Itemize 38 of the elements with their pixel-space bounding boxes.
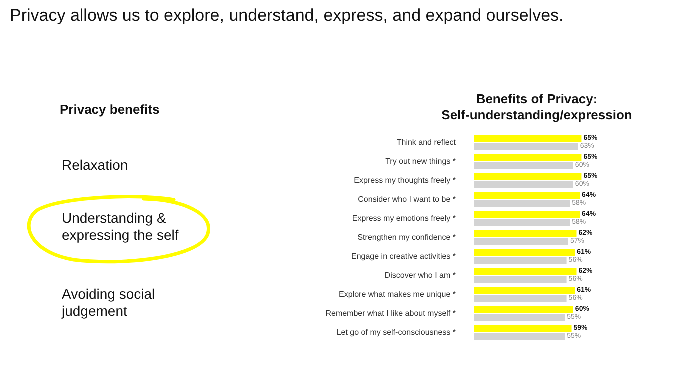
y-tick-label: Think and reflect [396, 138, 457, 147]
bar [474, 286, 576, 294]
text: Privacy benefits [60, 102, 161, 118]
y-tick-label: Let go of my self-consciousness * [336, 328, 456, 337]
bar [474, 324, 572, 332]
bar [474, 181, 574, 188]
y-tick-label: Express my thoughts freely * [354, 176, 456, 185]
bar [474, 295, 567, 302]
bar [474, 162, 574, 170]
y-tick-label: Consider who I want to be * [358, 195, 456, 204]
text: Avoiding social judgement [62, 286, 156, 320]
y-tick-label: Try out new things * [386, 157, 456, 166]
bar [474, 333, 566, 340]
bar [474, 314, 566, 322]
bar [474, 154, 582, 161]
bar [474, 268, 577, 275]
y-tick-label: Explore what makes me unique * [339, 290, 456, 299]
bar [474, 134, 582, 142]
bar [474, 200, 570, 208]
bar [474, 219, 570, 226]
bar [474, 248, 576, 256]
bar [474, 230, 577, 237]
bar [474, 257, 567, 264]
text: Privacy allows us to explore, understand, express, and expand ourselves. [10, 6, 565, 26]
chart-title: Benefits of Privacy: Self-understanding/expression [442, 92, 632, 122]
y-tick-label: Strengthen my confidence * [358, 233, 456, 242]
bar [474, 276, 567, 284]
bar [474, 210, 580, 218]
y-tick-label: Engage in creative activities * [352, 252, 456, 261]
y-tick-label: Remember what I like about myself * [326, 309, 456, 318]
text: Relaxation [62, 157, 130, 174]
bar [474, 143, 578, 150]
bar [474, 172, 582, 180]
bar [474, 192, 580, 199]
bar [474, 238, 568, 246]
bar [474, 306, 574, 313]
y-tick-label: Express my emotions freely * [352, 214, 456, 223]
y-tick-label: Discover who I am * [384, 271, 456, 280]
